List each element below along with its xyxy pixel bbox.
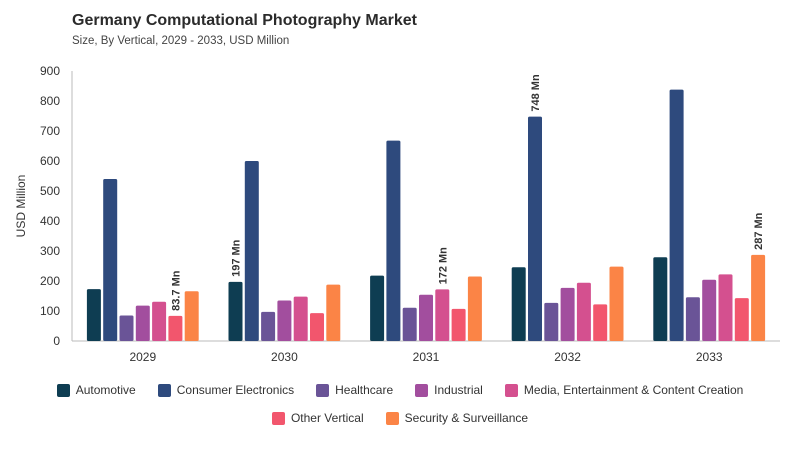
bar [435,289,450,341]
legend-item: Other Vertical [271,411,364,425]
bar [103,179,118,341]
bar [402,307,417,341]
bar [685,297,700,341]
legend-label: Automotive [75,383,136,397]
data-label: 83.7 Mn [170,270,182,311]
bar [669,89,684,341]
bar [244,161,259,341]
bar [86,289,101,341]
bar [310,313,324,341]
legend-row: Other Vertical Security & Surveillance [0,411,800,425]
bar [511,267,526,341]
bar [560,287,575,341]
y-axis-label: USD Million [14,175,28,238]
legend-swatch [271,411,285,425]
bar [326,284,341,341]
bar [386,140,401,341]
y-tick-label: 300 [40,244,60,258]
bar [168,315,183,341]
legend-item: Consumer Electronics [157,383,295,397]
legend-swatch [504,383,518,397]
legend-label: Media, Entertainment & Content Creation [523,383,744,397]
y-tick-label: 0 [53,334,60,348]
bar [653,257,668,341]
y-tick-label: 500 [40,184,60,198]
y-tick-label: 200 [40,274,60,288]
bar [751,254,766,341]
bar [261,311,276,341]
bar [702,279,717,341]
legend-label: Other Vertical [290,411,364,425]
data-label: 748 Mn [530,74,542,112]
bar [451,308,466,341]
legend-swatch [56,383,70,397]
x-tick-label: 2030 [271,350,298,364]
legend-swatch [415,383,429,397]
legend-item: Automotive [56,383,136,397]
x-tick-label: 2032 [554,350,581,364]
legend-item: Media, Entertainment & Content Creation [504,383,744,397]
bar-chart: 0 100 200 300 400 500 600 700 800 900 USD Million 2… [14,64,780,364]
legend-swatch [385,411,399,425]
bar [609,266,624,341]
legend-item: Industrial [415,383,483,397]
y-tick-label: 600 [40,154,60,168]
x-tick-label: 2033 [696,350,723,364]
legend-item: Security & Surveillance [385,411,529,425]
legend-label: Security & Surveillance [404,411,529,425]
bar [593,304,608,341]
legend-swatch [157,383,171,397]
y-tick-label: 900 [40,64,60,78]
legend-swatch [316,383,330,397]
chart-title: Germany Computational Photography Market [72,12,417,29]
bar [467,276,482,341]
y-tick-label: 700 [40,124,60,138]
bar [718,274,733,341]
bar [184,291,199,341]
y-tick-label: 800 [40,94,60,108]
chart-subtitle: Size, By Vertical, 2029 - 2033, USD Mill… [72,35,290,47]
bar [228,281,243,341]
legend-row: Automotive Consumer Electronics Healthcare… [0,383,800,397]
legend-label: Consumer Electronics [176,383,295,397]
legend-label: Healthcare [335,383,394,397]
bar [293,296,308,341]
bar [734,298,749,341]
bar [544,302,559,341]
y-tick-label: 100 [40,304,60,318]
chart-legend: Automotive Consumer Electronics Healthcare… [0,383,800,439]
data-label: 172 Mn [437,247,449,285]
bar [528,116,542,341]
bar [277,300,292,341]
y-tick-label: 400 [40,214,60,228]
bar [576,282,591,341]
legend-label: Industrial [434,383,483,397]
data-label: 287 Mn [753,212,765,250]
legend-item: Healthcare [316,383,393,397]
bar [152,301,167,341]
bar [419,294,433,341]
bar [370,275,385,341]
bar [119,315,134,341]
data-label: 197 Mn [231,239,243,277]
x-tick-label: 2029 [129,350,156,364]
x-tick-label: 2031 [413,350,440,364]
bar [135,305,150,341]
